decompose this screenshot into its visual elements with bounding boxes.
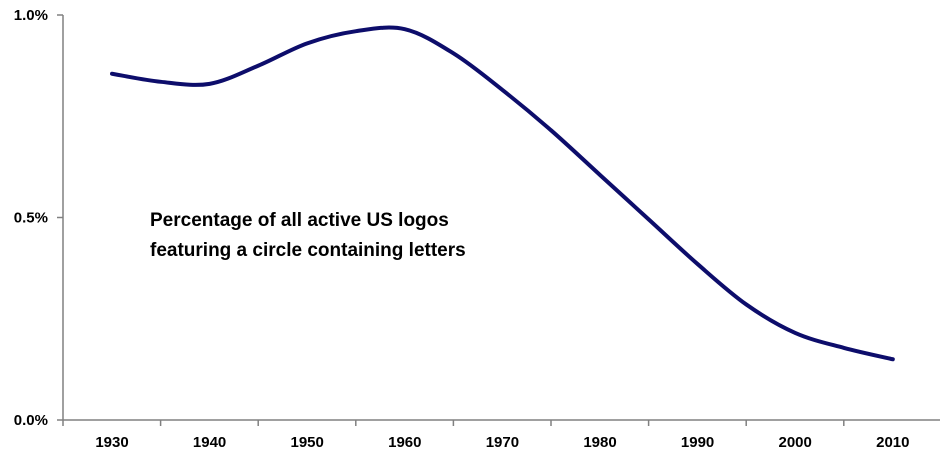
x-tick-label: 1980 <box>583 434 616 451</box>
x-axis-ticks: 1930 1940 1950 1960 1970 1980 1990 2000 2010 <box>62 420 909 451</box>
y-tick-label: 0.5% <box>14 210 48 227</box>
y-axis-ticks: 0.0% 0.5% 1.0% <box>14 7 63 429</box>
x-tick-label: 2000 <box>779 434 812 451</box>
x-tick-label: 2010 <box>876 434 909 451</box>
x-tick-label: 1950 <box>291 434 324 451</box>
x-tick-label: 1960 <box>388 434 421 451</box>
x-tick-label: 1930 <box>95 434 128 451</box>
series-line <box>110 25 895 362</box>
x-tick-label: 1990 <box>681 434 714 451</box>
y-tick-label: 0.0% <box>14 412 48 429</box>
series-layer <box>110 25 895 362</box>
annotation-line-2: featuring a circle containing letters <box>150 240 466 261</box>
y-tick-label: 1.0% <box>14 7 48 24</box>
chart-annotation: Percentage of all active US logos featur… <box>150 210 466 261</box>
x-tick-label: 1940 <box>193 434 226 451</box>
x-tick-label: 1970 <box>486 434 519 451</box>
annotation-line-1: Percentage of all active US logos <box>150 210 449 231</box>
